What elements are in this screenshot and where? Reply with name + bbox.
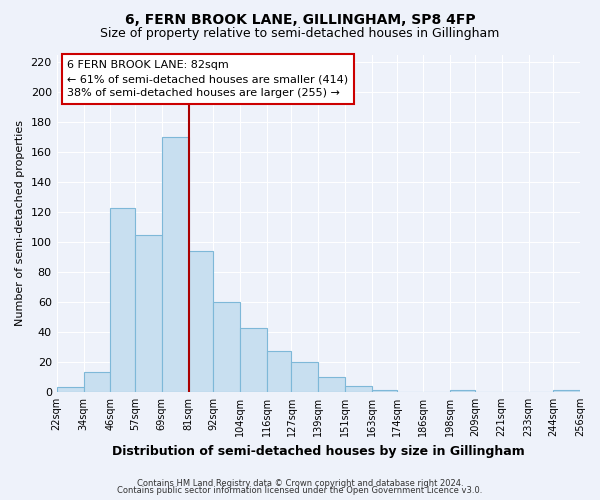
Text: 6 FERN BROOK LANE: 82sqm
← 61% of semi-detached houses are smaller (414)
38% of : 6 FERN BROOK LANE: 82sqm ← 61% of semi-d… bbox=[67, 60, 348, 98]
Bar bbox=[345, 386, 372, 392]
Bar bbox=[372, 390, 397, 392]
Text: Contains public sector information licensed under the Open Government Licence v3: Contains public sector information licen… bbox=[118, 486, 482, 495]
Bar bbox=[267, 352, 292, 392]
Y-axis label: Number of semi-detached properties: Number of semi-detached properties bbox=[15, 120, 25, 326]
Text: Contains HM Land Registry data © Crown copyright and database right 2024.: Contains HM Land Registry data © Crown c… bbox=[137, 478, 463, 488]
Bar bbox=[450, 390, 475, 392]
Bar bbox=[188, 251, 213, 392]
Bar bbox=[292, 362, 319, 392]
Bar bbox=[319, 377, 345, 392]
Bar bbox=[110, 208, 135, 392]
Bar bbox=[135, 234, 162, 392]
X-axis label: Distribution of semi-detached houses by size in Gillingham: Distribution of semi-detached houses by … bbox=[112, 444, 525, 458]
Bar bbox=[213, 302, 240, 392]
Text: 6, FERN BROOK LANE, GILLINGHAM, SP8 4FP: 6, FERN BROOK LANE, GILLINGHAM, SP8 4FP bbox=[125, 12, 475, 26]
Bar bbox=[83, 372, 110, 392]
Bar bbox=[240, 328, 267, 392]
Bar bbox=[56, 388, 83, 392]
Text: Size of property relative to semi-detached houses in Gillingham: Size of property relative to semi-detach… bbox=[100, 28, 500, 40]
Bar bbox=[553, 390, 580, 392]
Bar bbox=[162, 138, 188, 392]
